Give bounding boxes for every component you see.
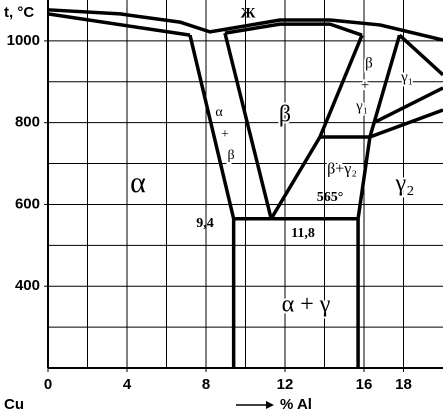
phase-boundary xyxy=(188,34,236,368)
phase-boundary xyxy=(224,22,363,37)
phase-boundary xyxy=(373,86,443,125)
region-label: + xyxy=(221,127,229,142)
x-tick-label: 12 xyxy=(277,376,294,393)
x-tick-label: 18 xyxy=(395,376,412,393)
region-label: β xyxy=(227,148,234,163)
region-label: + xyxy=(361,77,369,93)
y-axis-label: t, °C xyxy=(4,4,34,21)
x-tick-label: 0 xyxy=(44,376,52,393)
region-label: β+γ₂ xyxy=(327,161,357,178)
region-label: Ж xyxy=(241,5,256,21)
x-tick-label: 4 xyxy=(123,376,132,393)
y-tick-label: 400 xyxy=(15,277,40,294)
phase-boundary xyxy=(398,33,443,77)
phase-boundary xyxy=(223,32,273,220)
y-tick-label: 600 xyxy=(15,195,40,212)
y-tick-label: 1000 xyxy=(7,32,40,49)
region-label: α xyxy=(215,105,223,120)
region-label: β xyxy=(279,102,291,128)
phase-boundary xyxy=(47,12,191,37)
region-label: α xyxy=(130,166,146,199)
phase-boundary xyxy=(369,108,443,139)
x-axis-label: % Al xyxy=(280,396,312,413)
region-label: γ₂ xyxy=(395,171,415,197)
region-label: β xyxy=(365,55,373,71)
arrow-head xyxy=(266,401,274,409)
region-label: α + γ xyxy=(282,292,331,318)
phase-boundary xyxy=(356,34,402,368)
y-tick-label: 800 xyxy=(15,114,40,131)
phase-boundary xyxy=(318,34,364,138)
region-label: 9,4 xyxy=(196,216,214,231)
x-tick-label: 16 xyxy=(356,376,373,393)
x-start-label: Cu xyxy=(4,396,24,413)
phase-boundary xyxy=(47,8,443,42)
region-label: 565° xyxy=(317,190,344,205)
region-label: γ₁ xyxy=(400,69,413,85)
x-tick-label: 8 xyxy=(202,376,210,393)
region-label: 11,8 xyxy=(291,226,315,241)
phase-boundary xyxy=(269,135,370,220)
region-label: γ₁ xyxy=(355,98,368,114)
